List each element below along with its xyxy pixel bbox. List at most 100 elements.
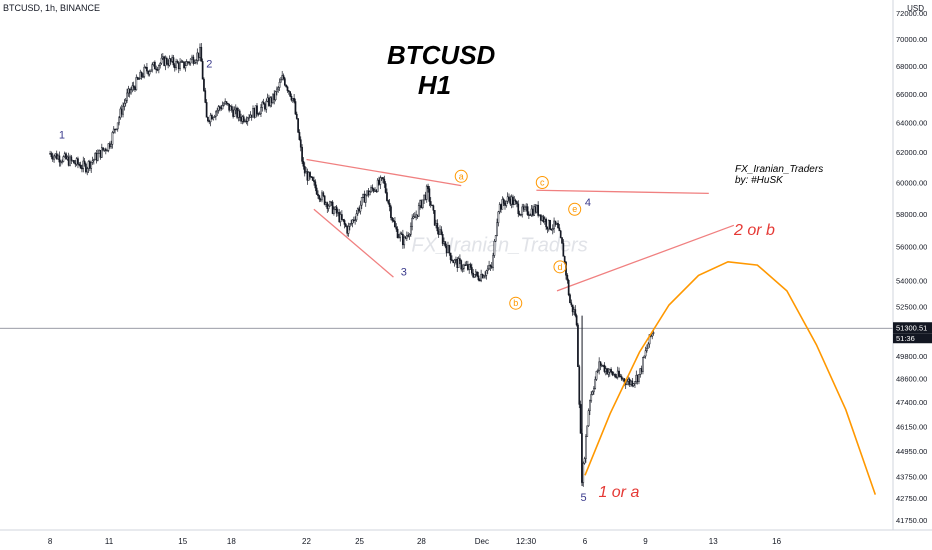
candle-body: [191, 56, 193, 60]
candle-body: [616, 370, 619, 378]
candle-body: [575, 315, 578, 326]
candle-body: [287, 90, 290, 92]
candle-body: [272, 93, 274, 104]
candle-body: [252, 108, 254, 118]
candle-body: [242, 116, 245, 122]
candle-body: [539, 214, 542, 221]
candle-body: [55, 153, 58, 160]
candle-body: [545, 218, 547, 228]
candle-body: [509, 198, 512, 205]
candle-body: [501, 199, 504, 210]
candle-body: [338, 212, 341, 223]
candle-body: [238, 110, 241, 118]
candle-body: [480, 273, 482, 282]
candle-body: [512, 196, 514, 205]
candle-body: [367, 190, 370, 196]
circle-label-ring-e: [568, 202, 582, 216]
wave-label-3: 3: [401, 266, 407, 278]
candle-body: [193, 62, 196, 64]
time-tick-label: 6: [583, 537, 588, 546]
candle-body: [420, 200, 423, 208]
candle-body: [180, 61, 183, 63]
candle-body: [435, 223, 437, 226]
candle-body: [415, 214, 417, 218]
candle-body: [253, 108, 256, 118]
candle-body: [161, 56, 164, 59]
candle-body: [258, 113, 261, 115]
candle-body: [217, 106, 220, 111]
candle-body: [106, 150, 108, 152]
trendline-1: [306, 158, 462, 187]
trendline-4: [556, 224, 735, 292]
candle-body: [277, 87, 280, 90]
circle-label-c: c: [540, 177, 545, 187]
candle-body: [447, 245, 449, 254]
candle-body: [203, 78, 205, 91]
candle-body: [573, 309, 575, 313]
candle-body: [95, 153, 98, 161]
candle-body: [417, 205, 420, 217]
candle-body: [350, 223, 353, 225]
candle-body: [154, 61, 156, 70]
candle-body: [111, 132, 114, 145]
candle-body: [226, 102, 229, 105]
price-tick-label: 41750.00: [896, 516, 927, 525]
candle-body: [93, 159, 95, 162]
candle-body: [325, 202, 327, 205]
candle-body: [436, 223, 439, 232]
candle-body: [457, 258, 460, 268]
candle-body: [331, 201, 334, 214]
candle-body: [171, 57, 173, 62]
candle-body: [500, 204, 502, 210]
candle-body: [104, 148, 107, 151]
candle-body: [488, 265, 490, 270]
candle-body: [103, 148, 106, 151]
candle-body: [386, 192, 388, 201]
candle-body: [530, 208, 533, 216]
candle-body: [376, 179, 379, 192]
candle-body: [594, 379, 597, 389]
candle-body: [477, 275, 480, 281]
candle-body: [433, 210, 436, 226]
candle-body: [411, 217, 414, 227]
watermark: FX_Iranian_Traders: [411, 235, 587, 257]
candle-body: [108, 143, 111, 148]
candle-body: [472, 272, 475, 278]
candle-body: [138, 78, 140, 80]
chart-title-line2: H1: [417, 70, 452, 100]
candle-body: [294, 101, 297, 115]
candle-body: [184, 65, 187, 69]
last-price-badge: [893, 322, 932, 334]
candle-body: [587, 410, 590, 427]
candle-body: [368, 191, 371, 196]
candle-body: [622, 378, 624, 380]
candle-body: [627, 378, 630, 382]
candle-body: [403, 236, 406, 246]
candle-body: [456, 258, 459, 268]
candle-body: [78, 163, 81, 166]
candle-body: [538, 214, 541, 216]
candle-body: [525, 206, 528, 208]
price-tick-label: 44950.00: [896, 447, 927, 456]
candle-body: [134, 87, 136, 91]
countdown-value: 51:36: [896, 334, 915, 343]
candle-body: [532, 208, 534, 216]
candle-body: [335, 206, 338, 214]
candles: [49, 43, 655, 487]
candle-body: [535, 204, 538, 213]
candle-body: [608, 369, 611, 373]
candle-body: [595, 371, 598, 380]
candle-body: [647, 343, 650, 349]
candle-body: [306, 171, 309, 181]
candle-body: [330, 201, 333, 203]
candle-body: [181, 61, 184, 63]
candle-body: [110, 144, 112, 148]
candle-body: [651, 333, 654, 337]
price-tick-label: 52500.00: [896, 303, 927, 312]
candle-body: [65, 153, 67, 160]
candle-body: [550, 228, 553, 231]
candle-body: [236, 107, 238, 118]
candle-body: [506, 196, 509, 202]
candle-body: [481, 273, 484, 279]
